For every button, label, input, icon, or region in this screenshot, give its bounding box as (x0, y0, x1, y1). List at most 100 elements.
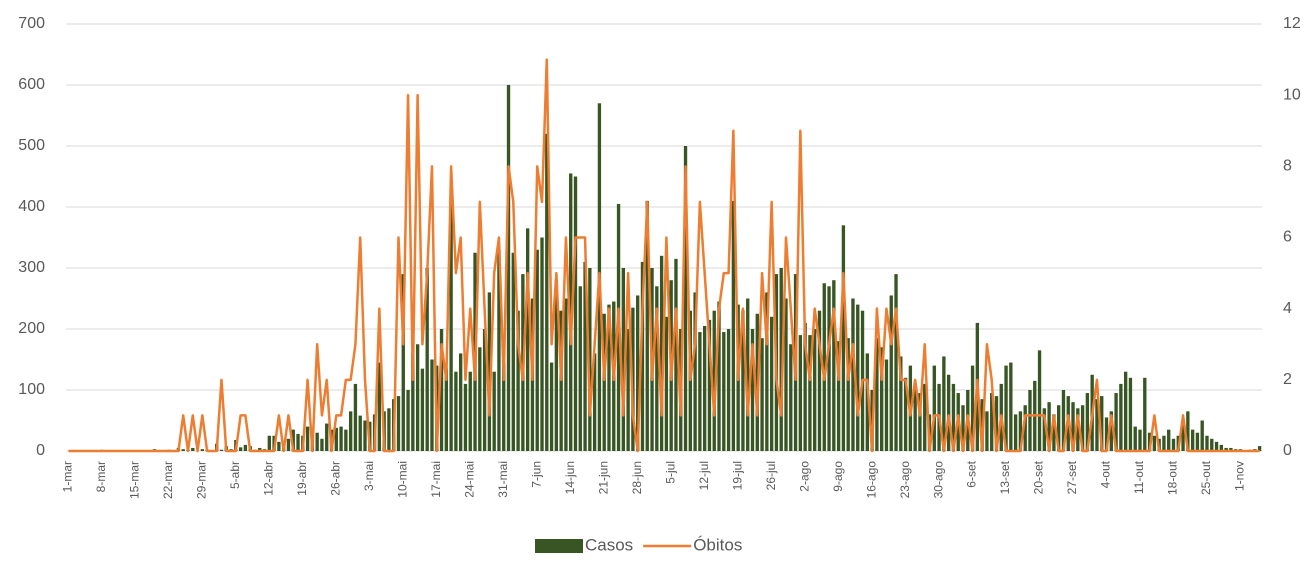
bar (607, 304, 611, 451)
bar (1080, 405, 1085, 451)
y-tick-label: 0 (36, 442, 45, 459)
x-tick-label: 2-ago (797, 461, 811, 492)
bar (702, 325, 707, 451)
x-tick-label: 30-ago (931, 461, 945, 499)
bar (942, 356, 946, 451)
bar (545, 133, 549, 452)
x-tick-label: 1-nov (1233, 461, 1247, 491)
bar (1186, 411, 1190, 451)
bar (946, 374, 951, 451)
y-tick-label: 200 (18, 320, 45, 337)
bar (841, 225, 846, 451)
y-tick-label: 600 (18, 76, 45, 93)
bar (1076, 408, 1080, 451)
x-tick-label: 26-jul (764, 461, 778, 490)
x-tick-label: 15-mar (128, 461, 142, 499)
bar (592, 353, 597, 451)
bar (889, 295, 893, 451)
y2-tick-label: 10 (1283, 86, 1301, 103)
bar (1104, 417, 1109, 451)
bar (1162, 435, 1166, 451)
bar (497, 249, 501, 451)
bar (482, 329, 487, 451)
y2-tick-label: 4 (1283, 300, 1292, 317)
bar (315, 432, 319, 451)
x-tick-label: 27-set (1065, 460, 1079, 494)
x-tick-label: 18-out (1166, 460, 1180, 495)
x-tick-label: 28-jun (630, 461, 644, 494)
bar (1013, 414, 1018, 451)
bar (1210, 438, 1214, 451)
bar (765, 292, 769, 451)
bar (454, 371, 458, 451)
bar (573, 176, 578, 451)
bar (1018, 411, 1023, 451)
x-tick-label: 7-jun (529, 461, 543, 488)
bar (1095, 399, 1099, 451)
y-tick-label: 100 (18, 381, 45, 398)
x-tick-label: 24-mai (462, 461, 476, 498)
bar (425, 268, 429, 451)
bar (296, 433, 300, 451)
bar (583, 261, 587, 451)
x-tick-label: 13-set (998, 460, 1012, 494)
x-tick-label: 26-abr (328, 461, 342, 496)
x-tick-label: 19-abr (295, 461, 309, 496)
bar (492, 371, 496, 451)
bar (1133, 426, 1137, 451)
bar (913, 383, 917, 451)
bar (693, 292, 697, 451)
bar (731, 200, 736, 451)
bar (181, 449, 185, 451)
y2-tick-label: 2 (1283, 371, 1292, 388)
bar (1190, 429, 1195, 451)
bar (817, 310, 822, 451)
x-tick-label: 25-out (1199, 460, 1213, 495)
bar (525, 228, 530, 451)
bar (1128, 377, 1133, 451)
bar (602, 313, 606, 451)
bar (401, 274, 405, 451)
bar (621, 268, 626, 451)
bar (411, 353, 415, 451)
bar (884, 359, 889, 451)
bar (645, 200, 649, 451)
bar (243, 444, 248, 451)
bar (741, 310, 745, 451)
x-tick-label: 23-ago (898, 461, 912, 499)
bar (990, 393, 994, 451)
bar (1057, 405, 1061, 451)
bar (449, 197, 453, 451)
bar (277, 441, 281, 451)
x-tick-label: 12-abr (261, 461, 275, 496)
bar (1195, 432, 1200, 451)
bar (1229, 447, 1233, 451)
bar (626, 329, 630, 451)
bar (387, 408, 391, 451)
bar (636, 295, 640, 451)
bar (1224, 447, 1228, 451)
bar (377, 362, 382, 451)
x-tick-label: 6-set (965, 460, 979, 487)
x-tick-label: 10-mai (395, 461, 409, 498)
bar (554, 280, 559, 451)
bar (1138, 429, 1142, 451)
bar (961, 405, 965, 451)
bar (1214, 441, 1219, 451)
bar (1181, 423, 1185, 451)
bar (640, 261, 645, 451)
bar (348, 411, 353, 451)
y-tick-label: 700 (18, 15, 45, 32)
bar (822, 283, 826, 451)
bar (339, 426, 343, 451)
bar (1028, 390, 1032, 451)
bar (1114, 393, 1118, 451)
bar (1042, 408, 1047, 451)
bar (325, 423, 329, 451)
bar (1085, 393, 1090, 451)
bar (1143, 377, 1147, 451)
bar (286, 438, 291, 451)
bar (1023, 405, 1027, 451)
legend-label: Óbitos (693, 535, 742, 554)
bar (200, 449, 205, 451)
